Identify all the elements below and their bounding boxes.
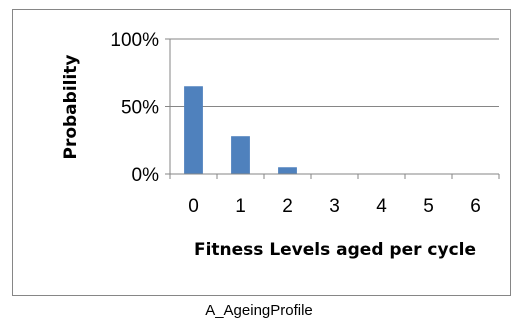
x-tick-label: 0 bbox=[188, 196, 199, 217]
x-tick-label: 5 bbox=[423, 196, 434, 217]
bar-2 bbox=[278, 167, 297, 174]
y-tick-label: 100% bbox=[110, 30, 159, 51]
x-tick-label: 3 bbox=[329, 196, 340, 217]
bars bbox=[184, 86, 297, 174]
x-tick-labels: 0 1 2 3 4 5 6 bbox=[188, 196, 481, 217]
x-tick-label: 6 bbox=[470, 196, 481, 217]
x-tick-label: 4 bbox=[376, 196, 387, 217]
x-tick-label: 1 bbox=[235, 196, 246, 217]
chart-frame: 0% 50% 100% 0 1 2 3 4 5 6 Probability Fitness Le… bbox=[12, 9, 511, 296]
x-tick-label: 2 bbox=[282, 196, 293, 217]
y-axis-title: Probability bbox=[61, 54, 81, 159]
y-tick-label: 50% bbox=[121, 98, 159, 119]
chart-caption: A_AgeingProfile bbox=[205, 302, 313, 319]
x-axis-title: Fitness Levels aged per cycle bbox=[194, 240, 476, 260]
bar-chart: 0% 50% 100% 0 1 2 3 4 5 6 Probability Fitness Le… bbox=[61, 30, 500, 260]
grid-lines bbox=[170, 38, 499, 107]
bar-1 bbox=[231, 136, 250, 174]
bar-0 bbox=[184, 86, 203, 174]
y-tick-label: 0% bbox=[132, 165, 160, 186]
y-tick-labels: 0% 50% 100% bbox=[110, 30, 159, 186]
axes bbox=[165, 38, 500, 179]
